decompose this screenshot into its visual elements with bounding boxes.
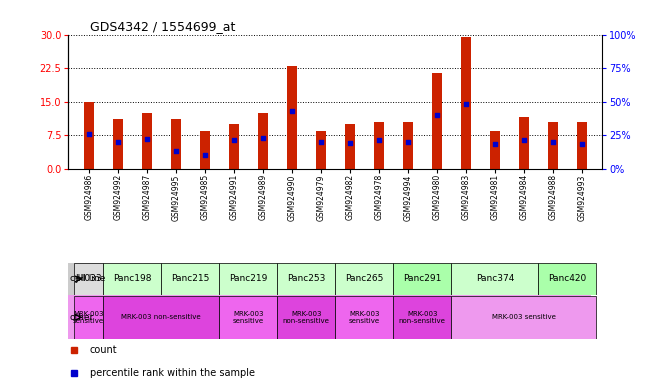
Text: Panc291: Panc291	[403, 275, 441, 283]
Text: cell line: cell line	[70, 275, 105, 283]
Text: count: count	[90, 346, 117, 356]
Point	[344, 140, 355, 146]
Bar	[103, 263, 161, 295]
Bar	[277, 296, 335, 339]
Bar	[219, 263, 277, 295]
Text: Panc219: Panc219	[229, 275, 268, 283]
Bar	[74, 296, 103, 339]
Bar	[451, 263, 538, 295]
Point	[258, 135, 268, 141]
Bar	[577, 122, 587, 169]
Text: Panc253: Panc253	[287, 275, 326, 283]
Bar	[286, 66, 297, 169]
Text: Panc198: Panc198	[113, 275, 152, 283]
Point	[141, 136, 152, 142]
Bar	[538, 263, 596, 295]
Point	[316, 139, 326, 145]
Bar	[393, 263, 451, 295]
Point	[432, 112, 442, 118]
Point	[286, 108, 297, 114]
Point	[461, 101, 471, 107]
Text: other: other	[70, 313, 94, 322]
Text: MRK-003
sensitive: MRK-003 sensitive	[73, 311, 104, 324]
Text: Panc215: Panc215	[171, 275, 210, 283]
Text: MRK-003
sensitive: MRK-003 sensitive	[349, 311, 380, 324]
Bar	[335, 263, 393, 295]
Point	[402, 139, 413, 145]
Point	[490, 141, 500, 147]
Bar	[335, 296, 393, 339]
Point	[113, 139, 123, 145]
Bar	[219, 296, 277, 339]
Text: MRK-003
sensitive: MRK-003 sensitive	[232, 311, 264, 324]
Text: GDS4342 / 1554699_at: GDS4342 / 1554699_at	[90, 20, 235, 33]
Bar	[547, 122, 558, 169]
Bar	[403, 122, 413, 169]
Bar	[344, 124, 355, 169]
Bar	[229, 124, 239, 169]
Bar	[113, 119, 123, 169]
Bar	[258, 113, 268, 169]
Text: Panc420: Panc420	[548, 275, 587, 283]
Point	[229, 137, 239, 144]
Bar	[142, 113, 152, 169]
Point	[547, 139, 558, 145]
Point	[577, 141, 587, 147]
Text: JH033: JH033	[76, 275, 102, 283]
Bar	[490, 131, 500, 169]
Bar	[200, 131, 210, 169]
Bar	[83, 102, 94, 169]
Bar	[461, 37, 471, 169]
Bar	[316, 131, 326, 169]
Bar	[432, 73, 442, 169]
Bar	[74, 263, 103, 295]
Point	[519, 137, 529, 144]
Bar	[171, 119, 181, 169]
Bar	[103, 296, 219, 339]
Point	[199, 152, 210, 158]
Text: Panc374: Panc374	[476, 275, 514, 283]
Point	[83, 131, 94, 137]
Text: MRK-003
non-sensitive: MRK-003 non-sensitive	[399, 311, 446, 324]
Bar	[393, 296, 451, 339]
Bar	[277, 263, 335, 295]
Point	[374, 137, 384, 144]
Text: MRK-003 non-sensitive: MRK-003 non-sensitive	[121, 314, 201, 320]
Text: Panc265: Panc265	[345, 275, 383, 283]
Bar	[374, 122, 384, 169]
Bar	[451, 296, 596, 339]
Bar	[161, 263, 219, 295]
Bar	[519, 117, 529, 169]
Text: MRK-003
non-sensitive: MRK-003 non-sensitive	[283, 311, 329, 324]
Point	[171, 148, 181, 154]
Text: percentile rank within the sample: percentile rank within the sample	[90, 367, 255, 377]
Text: MRK-003 sensitive: MRK-003 sensitive	[492, 314, 556, 320]
